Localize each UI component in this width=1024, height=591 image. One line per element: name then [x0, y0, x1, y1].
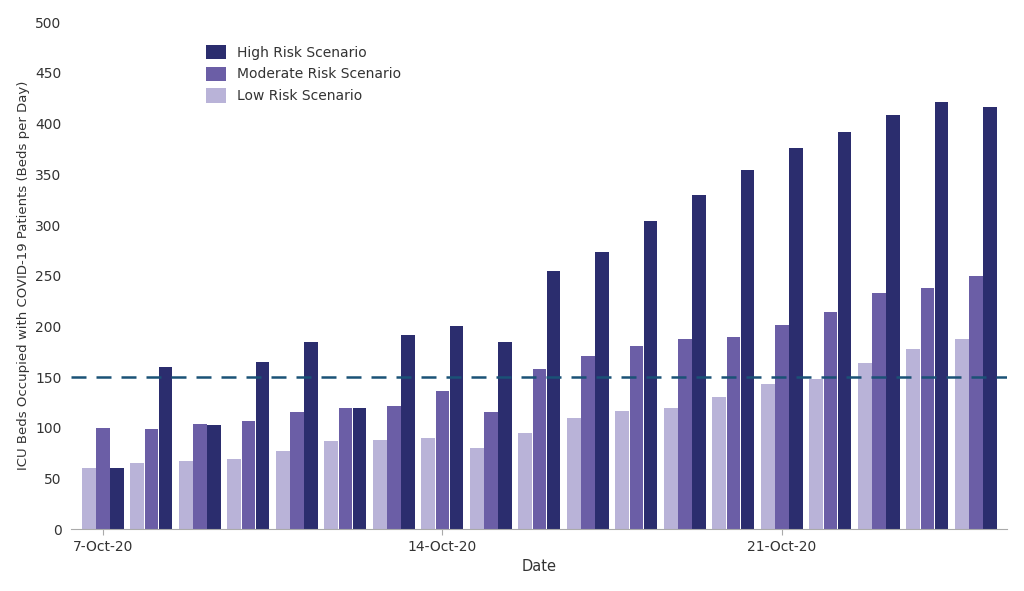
Bar: [387, 405, 400, 530]
Bar: [422, 438, 435, 530]
Bar: [82, 469, 95, 530]
Bar: [207, 425, 221, 530]
Bar: [630, 346, 643, 530]
Bar: [290, 412, 304, 530]
Bar: [159, 367, 172, 530]
Bar: [130, 463, 144, 530]
Y-axis label: ICU Beds Occupied with COVID-19 Patients (Beds per Day): ICU Beds Occupied with COVID-19 Patients…: [16, 81, 30, 470]
Bar: [547, 271, 560, 530]
Bar: [906, 349, 920, 530]
Bar: [692, 194, 706, 530]
X-axis label: Date: Date: [522, 559, 557, 574]
Bar: [790, 148, 803, 530]
Bar: [276, 452, 290, 530]
Bar: [532, 369, 546, 530]
Bar: [775, 326, 788, 530]
Bar: [955, 339, 969, 530]
Bar: [401, 335, 415, 530]
Bar: [969, 276, 983, 530]
Bar: [484, 412, 498, 530]
Bar: [983, 108, 996, 530]
Bar: [678, 339, 691, 530]
Bar: [581, 356, 595, 530]
Bar: [96, 428, 110, 530]
Bar: [470, 448, 483, 530]
Bar: [111, 469, 124, 530]
Bar: [713, 398, 726, 530]
Bar: [664, 408, 678, 530]
Bar: [256, 362, 269, 530]
Bar: [435, 391, 450, 530]
Bar: [567, 418, 581, 530]
Bar: [450, 326, 463, 530]
Bar: [740, 170, 754, 530]
Bar: [144, 429, 158, 530]
Bar: [373, 440, 386, 530]
Bar: [761, 384, 774, 530]
Bar: [823, 312, 837, 530]
Bar: [644, 221, 657, 530]
Bar: [935, 102, 948, 530]
Bar: [194, 424, 207, 530]
Bar: [339, 408, 352, 530]
Bar: [858, 363, 871, 530]
Bar: [227, 459, 241, 530]
Legend: High Risk Scenario, Moderate Risk Scenario, Low Risk Scenario: High Risk Scenario, Moderate Risk Scenar…: [200, 39, 408, 109]
Bar: [595, 252, 608, 530]
Bar: [304, 342, 317, 530]
Bar: [886, 115, 900, 530]
Bar: [727, 337, 740, 530]
Bar: [809, 379, 823, 530]
Bar: [615, 411, 629, 530]
Bar: [242, 421, 255, 530]
Bar: [838, 132, 851, 530]
Bar: [518, 433, 532, 530]
Bar: [921, 288, 934, 530]
Bar: [352, 408, 367, 530]
Bar: [498, 342, 512, 530]
Bar: [872, 293, 886, 530]
Bar: [325, 441, 338, 530]
Bar: [179, 462, 193, 530]
